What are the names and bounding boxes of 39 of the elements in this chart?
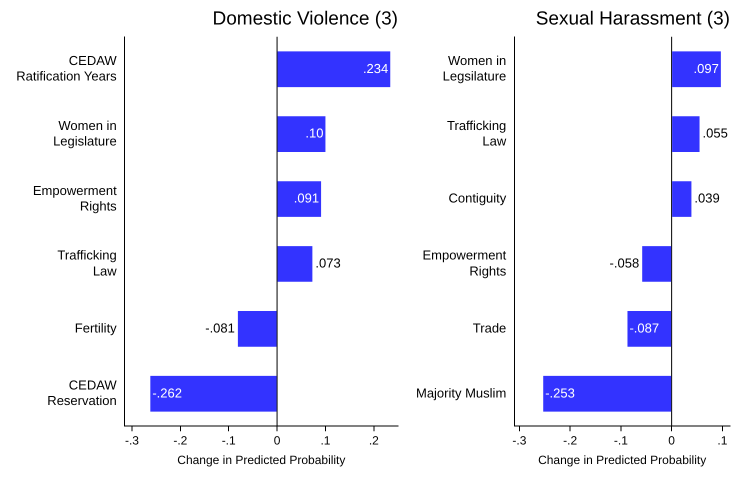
- data-label: -.058: [610, 256, 640, 271]
- data-label: .055: [702, 126, 728, 141]
- y-tick-label: Women in Legsilature: [442, 53, 506, 84]
- y-tick-label: Empowerment Rights: [422, 248, 507, 278]
- x-tick-label: -.1: [614, 434, 628, 448]
- data-label: -.253: [545, 385, 575, 400]
- x-tick-label: -.3: [512, 434, 527, 448]
- y-tick-label: CEDAW Reservation: [47, 378, 118, 408]
- y-tick-label: Empowerment Rights: [32, 182, 118, 214]
- x-axis-title: Change in Predicted Probability: [177, 453, 346, 468]
- y-tick-label: CEDAW Ratification Years: [16, 53, 118, 84]
- y-tick-label: Majority Muslim: [416, 385, 506, 400]
- x-tick-label: -.2: [173, 434, 188, 448]
- data-label: -.262: [152, 385, 182, 400]
- y-tick-label: Trade: [472, 320, 506, 336]
- x-axis-title: Change in Predicted Probability: [538, 453, 706, 468]
- y-tick-label: Trafficking Law: [57, 248, 118, 278]
- data-label: .073: [315, 256, 341, 271]
- y-tick-label: Contiguity: [448, 190, 507, 206]
- y-tick-label: Trafficking Law: [447, 118, 507, 149]
- x-tick-label: .1: [320, 434, 331, 448]
- data-label: -.081: [205, 320, 235, 336]
- x-tick-label: -.2: [563, 434, 578, 448]
- data-label: .091: [294, 190, 320, 206]
- data-label: .097: [694, 60, 719, 76]
- x-tick-label: .2: [368, 434, 380, 448]
- data-label: .10: [305, 126, 324, 141]
- x-tick-label: .1: [717, 434, 728, 448]
- x-tick-label: 0: [668, 434, 676, 448]
- x-tick-label: -.1: [222, 434, 236, 448]
- y-tick-label: Fertility: [74, 320, 118, 336]
- x-tick-label: -.3: [124, 434, 140, 448]
- data-label: -.087: [629, 320, 660, 336]
- data-label: .039: [694, 190, 720, 206]
- chart-title: Domestic Violence (3): [212, 8, 398, 30]
- y-tick-label: Women in Legislature: [53, 118, 117, 149]
- chart-title: Sexual Harassment (3): [536, 8, 730, 30]
- x-tick-label: 0: [274, 434, 281, 448]
- data-label: .234: [362, 60, 388, 76]
